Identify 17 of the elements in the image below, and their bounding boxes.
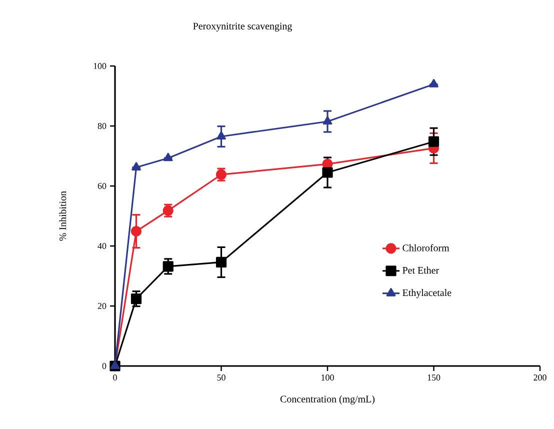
chart-title: Peroxynitrite scavenging [193, 22, 292, 32]
y-tick-label: 0 [102, 362, 106, 370]
y-axis-title: % Inhibition [59, 191, 66, 241]
x-tick-label: 200 [534, 374, 546, 381]
x-tick-label: 100 [322, 374, 334, 381]
x-tick-label: 50 [217, 374, 226, 381]
y-tick-label: 20 [98, 302, 106, 310]
y-tick-label: 100 [94, 62, 106, 70]
legend-label: Pet Ether [402, 266, 439, 274]
x-tick-label: 150 [428, 374, 440, 381]
y-tick-label: 60 [98, 182, 106, 190]
legend-label: Chloroform [402, 244, 450, 252]
y-tick-label: 40 [98, 242, 106, 250]
y-tick-label: 80 [98, 122, 106, 130]
x-tick-label: 0 [113, 374, 117, 381]
legend-label: Ethylacetale [402, 289, 452, 298]
x-axis-title: Concentration (mg/mL) [280, 395, 375, 404]
